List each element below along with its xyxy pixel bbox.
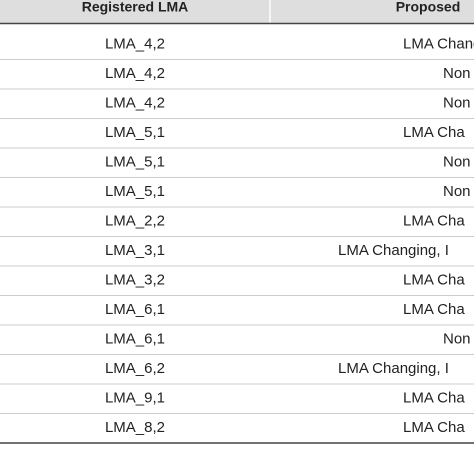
cell: LMA_4,2 [105, 36, 165, 53]
cell: LMA Cha [403, 419, 465, 436]
cell: LMA_9,1 [105, 390, 165, 407]
cell: LMA_6,1 [105, 301, 165, 318]
cell: LMA_5,1 [105, 124, 165, 141]
cell: LMA_6,2 [105, 360, 165, 377]
cell: Non [443, 95, 471, 112]
cell: LMA Cha [403, 272, 465, 289]
cell: LMA_3,1 [105, 242, 165, 259]
cell: Non [443, 65, 471, 82]
cell: LMA Cha [403, 301, 465, 318]
cell: LMA_3,2 [105, 272, 165, 289]
cell: LMA Chang [403, 36, 474, 53]
cell: LMA Cha [403, 390, 465, 407]
header-cell: Registered LMA [82, 0, 189, 15]
cell: Non [443, 183, 471, 200]
header-background [0, 0, 474, 23]
cell: LMA_4,2 [105, 65, 165, 82]
cell: LMA Cha [403, 124, 465, 141]
header-cell: Proposed [396, 0, 461, 15]
cell: LMA_6,1 [105, 331, 165, 348]
cell: Non [443, 331, 471, 348]
cell: LMA_2,2 [105, 213, 165, 230]
cell: LMA_4,2 [105, 95, 165, 112]
cell: LMA Cha [403, 213, 465, 230]
cell: LMA Changing, I [338, 360, 449, 377]
cell: LMA_5,1 [105, 154, 165, 171]
cell: LMA_5,1 [105, 183, 165, 200]
cell: Non [443, 154, 471, 171]
cell: LMA Changing, I [338, 242, 449, 259]
cell: LMA_8,2 [105, 419, 165, 436]
